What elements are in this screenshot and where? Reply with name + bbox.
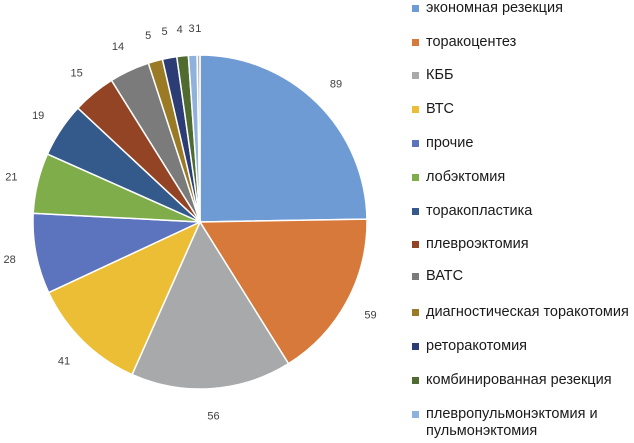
slice-value-label: 56 <box>207 411 219 423</box>
legend-swatch <box>412 106 419 113</box>
legend: экономная резекция торакоцентез КББ ВТС проч… <box>412 0 634 443</box>
legend-label: лобэктомия <box>426 169 506 185</box>
pie-slice <box>199 54 368 223</box>
legend-label: торакопластика <box>426 203 533 219</box>
pie-slice <box>131 220 290 390</box>
slice-value-label: 19 <box>32 110 44 122</box>
slice-value-label: 3 <box>188 23 194 35</box>
legend-swatch <box>412 273 419 280</box>
legend-label: плевропульмонэктомия и пульмонэктомия <box>426 406 598 439</box>
slice-value-label: 15 <box>70 67 82 79</box>
slice-value-label: 4 <box>177 24 183 36</box>
slice-value-label: 28 <box>3 254 15 266</box>
legend-swatch <box>412 174 419 181</box>
legend-label: экономная резекция <box>426 0 563 16</box>
legend-label: плевроэктомия <box>426 236 529 252</box>
legend-label: ВТС <box>426 101 455 117</box>
legend-swatch <box>412 5 419 12</box>
legend-swatch <box>412 39 419 46</box>
slice-value-label: 1 <box>195 23 201 35</box>
legend-label: КББ <box>426 67 454 83</box>
legend-label: реторакотомия <box>426 338 528 354</box>
slice-value-label: 5 <box>162 26 168 38</box>
slice-value-label: 41 <box>58 355 70 367</box>
legend-swatch <box>412 140 419 147</box>
pie-slice <box>196 54 201 223</box>
slice-value-label: 89 <box>330 79 342 91</box>
legend-swatch <box>412 208 419 215</box>
legend-swatch <box>412 72 419 79</box>
slice-value-label: 59 <box>364 310 376 322</box>
pie-slice <box>198 218 368 365</box>
legend-label: ВАТС <box>426 268 464 284</box>
legend-swatch <box>412 377 419 384</box>
legend-swatch <box>412 411 419 418</box>
slice-value-label: 5 <box>145 30 151 42</box>
slice-value-label: 21 <box>5 172 17 184</box>
legend-swatch <box>412 343 419 350</box>
slice-value-label: 14 <box>112 41 124 53</box>
legend-label: прочие <box>426 135 474 151</box>
legend-label: диагностическая торакотомия <box>426 304 629 320</box>
pie-slice <box>47 220 202 376</box>
legend-swatch <box>412 241 419 248</box>
legend-label: торакоцентез <box>426 34 517 50</box>
legend-swatch <box>412 309 419 316</box>
legend-label: комбинированная резекция <box>426 372 612 388</box>
